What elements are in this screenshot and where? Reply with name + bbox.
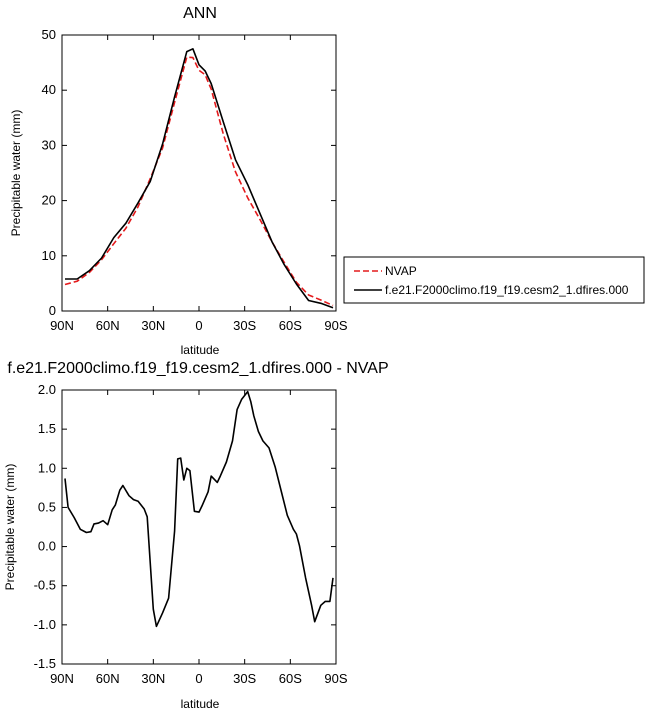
x-tick-label: 90S: [324, 671, 347, 686]
y-tick-label: 30: [42, 137, 56, 152]
x-axis-label: latitude: [181, 343, 220, 357]
y-tick-label: 40: [42, 82, 56, 97]
series-line-difference: [64, 390, 334, 628]
chart-title: ANN: [183, 5, 217, 22]
y-tick-label: 1.5: [38, 421, 56, 436]
y-tick-label: 0: [49, 303, 56, 318]
legend-label-nvap: NVAP: [385, 264, 417, 278]
x-tick-label: 30S: [233, 318, 256, 333]
chart-annual-precipitable-water: ANN 0 10 20 30 40 50 90N 60N 30N 0 30S 60S 90S lati…: [9, 5, 348, 357]
x-tick-label: 30N: [141, 671, 165, 686]
y-tick-label: 10: [42, 248, 56, 263]
x-tick-label: 60S: [279, 671, 302, 686]
chart-difference: f.e21.F2000climo.f19_f19.cesm2_1.dfires.…: [3, 360, 389, 711]
y-axis-label: Precipitable water (mm): [9, 110, 23, 237]
y-tick-label: 20: [42, 193, 56, 208]
chart-title: f.e21.F2000climo.f19_f19.cesm2_1.dfires.…: [7, 360, 388, 377]
tick-marks: [61, 389, 337, 665]
y-tick-label: -1.5: [34, 656, 56, 671]
y-tick-labels: -1.5 -1.0 -0.5 0.0 0.5 1.0 1.5 2.0: [34, 382, 56, 671]
plot-frame: [61, 34, 337, 312]
y-tick-label: -1.0: [34, 617, 56, 632]
x-tick-label: 60N: [96, 318, 120, 333]
x-tick-label: 60S: [279, 318, 302, 333]
plot-frame: [61, 389, 337, 665]
x-tick-label: 0: [195, 671, 202, 686]
x-tick-label: 90N: [50, 318, 74, 333]
x-axis-label: latitude: [181, 697, 220, 711]
y-tick-label: -0.5: [34, 578, 56, 593]
legend: NVAP f.e21.F2000climo.f19_f19.cesm2_1.df…: [343, 256, 645, 304]
y-tick-label: 0.0: [38, 539, 56, 554]
y-axis-label: Precipitable water (mm): [3, 464, 17, 591]
x-tick-label: 30S: [233, 671, 256, 686]
x-tick-label: 30N: [141, 318, 165, 333]
legend-box: [343, 256, 645, 304]
series-line-f-e21-f2000climo-f19-f19-cesm2-1-dfires-000: [65, 47, 334, 309]
tick-marks: [61, 34, 337, 312]
x-tick-label: 90S: [324, 318, 347, 333]
y-tick-label: 1.0: [38, 460, 56, 475]
series-lines: [64, 47, 334, 309]
y-tick-labels: 0 10 20 30 40 50: [42, 27, 56, 318]
x-tick-labels: 90N 60N 30N 0 30S 60S 90S: [50, 671, 348, 686]
x-tick-labels: 90N 60N 30N 0 30S 60S 90S: [50, 318, 348, 333]
series-line-nvap: [64, 56, 334, 307]
x-tick-label: 60N: [96, 671, 120, 686]
x-tick-label: 0: [195, 318, 202, 333]
legend-label-model: f.e21.F2000climo.f19_f19.cesm2_1.dfires.…: [385, 283, 629, 297]
y-tick-label: 50: [42, 27, 56, 42]
y-tick-label: 0.5: [38, 499, 56, 514]
x-tick-label: 90N: [50, 671, 74, 686]
y-tick-label: 2.0: [38, 382, 56, 397]
series-lines: [64, 390, 334, 628]
